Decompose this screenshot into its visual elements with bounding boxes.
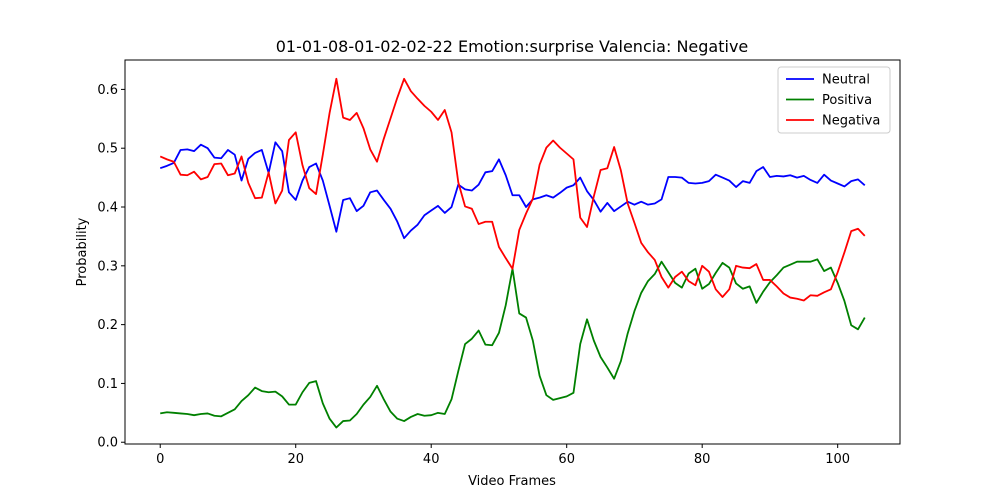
x-tick-label: 0 [156, 452, 164, 467]
series-line-neutral [159, 141, 866, 240]
y-tick-label: 0.0 [97, 436, 118, 451]
legend-label-positiva: Positiva [822, 93, 872, 108]
x-tick-label: 100 [825, 452, 850, 467]
legend-label-negativa: Negativa [822, 114, 880, 129]
chart-title: 01-01-08-01-02-02-22 Emotion:surprise Va… [276, 37, 749, 56]
x-tick-label: 20 [287, 452, 304, 467]
y-tick-label: 0.3 [97, 259, 118, 274]
y-tick-label: 0.2 [97, 318, 118, 333]
legend-box [777, 66, 891, 134]
y-axis: 0.0 0.1 0.2 0.3 0.4 0.5 0.6 [97, 83, 125, 451]
y-tick-label: 0.6 [97, 83, 118, 98]
legend: Neutral Positiva Negativa [777, 66, 891, 134]
x-tick-label: 80 [694, 452, 711, 467]
x-axis-label: Video Frames [468, 474, 556, 489]
x-tick-label: 60 [558, 452, 575, 467]
y-tick-label: 0.4 [97, 201, 118, 216]
x-axis: 0 20 40 60 80 100 [156, 444, 850, 467]
legend-label-neutral: Neutral [822, 73, 870, 88]
y-tick-label: 0.1 [97, 377, 118, 392]
series-layer [159, 77, 866, 429]
series-line-negativa [159, 77, 866, 302]
y-tick-label: 0.5 [97, 142, 118, 157]
plot-frame [124, 59, 901, 445]
x-tick-label: 40 [423, 452, 440, 467]
y-axis-label: Probability [75, 217, 90, 286]
